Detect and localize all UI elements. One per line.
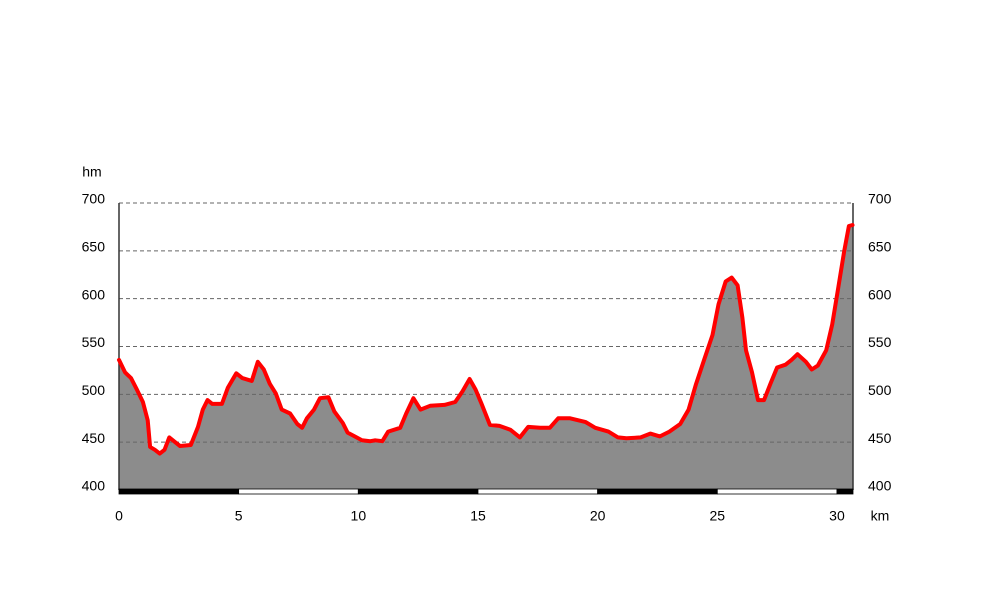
y-tick-label: 400 [82, 478, 106, 494]
x-tick-label: 25 [710, 508, 726, 524]
y2-tick-label: 650 [868, 239, 892, 255]
x-scale-band [597, 488, 718, 495]
y-tick-label: 500 [82, 382, 106, 398]
x-scale-band [357, 488, 479, 495]
x-scale-band [477, 488, 599, 495]
y2-tick-label: 500 [868, 382, 892, 398]
y2-tick-label: 400 [868, 478, 892, 494]
x-tick-label: 0 [115, 508, 123, 524]
x-tick-label: 15 [470, 508, 486, 524]
x-scale-band [716, 488, 838, 495]
y-tick-label: 650 [82, 239, 106, 255]
y2-tick-label: 600 [868, 286, 892, 302]
area-fill [119, 225, 853, 490]
y-tick-label: 550 [82, 334, 106, 350]
y-axis-label: hm [82, 164, 101, 180]
y-tick-label: 450 [82, 430, 106, 446]
y-tick-label: 700 [82, 191, 106, 207]
x-scale-band [118, 488, 240, 495]
x-scale-band [836, 488, 854, 495]
y-tick-label: 600 [82, 286, 106, 302]
x-tick-label: 20 [590, 508, 606, 524]
x-scale-band [238, 488, 359, 495]
x-tick-label: 5 [235, 508, 243, 524]
y2-tick-label: 550 [868, 334, 892, 350]
elevation-line [117, 223, 855, 456]
y2-tick-label: 700 [868, 191, 892, 207]
x-tick-label: 30 [829, 508, 845, 524]
x-axis-label: km [871, 508, 890, 524]
y2-tick-label: 450 [868, 430, 892, 446]
x-tick-label: 10 [351, 508, 367, 524]
